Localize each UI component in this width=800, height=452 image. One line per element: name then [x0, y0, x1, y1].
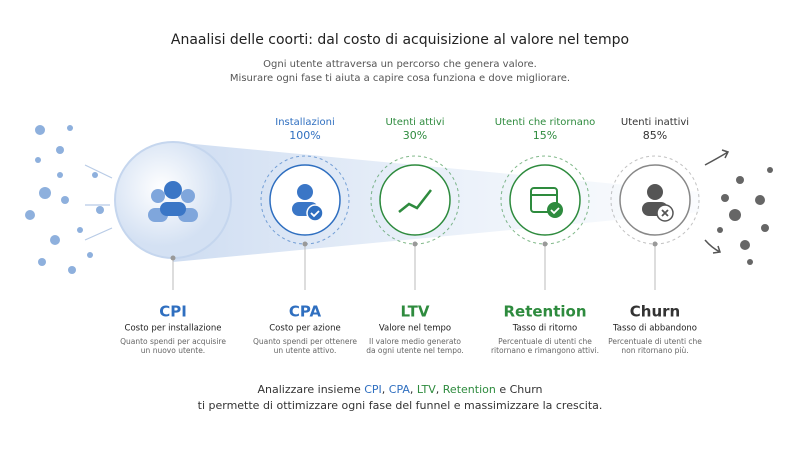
dot	[717, 227, 723, 233]
dot	[755, 195, 765, 205]
footer-text: ,	[436, 383, 443, 396]
dot	[767, 167, 773, 173]
icon	[661, 209, 669, 217]
stage-percent: 85%	[643, 129, 667, 142]
metric-desc: Il valore medio generato	[369, 337, 461, 346]
dots	[25, 125, 773, 274]
stage-circle	[114, 141, 232, 259]
dot	[747, 259, 753, 265]
connector-dot	[652, 241, 658, 247]
metric-desc: ritornano e rimangono attivi.	[491, 346, 599, 355]
footer-text: e	[496, 383, 510, 396]
stage-label: Utenti inattivi	[621, 117, 689, 128]
arrow	[84, 164, 113, 179]
connector-dot	[302, 241, 308, 247]
dot	[67, 125, 73, 131]
stage-ring	[260, 155, 350, 245]
icon	[164, 181, 182, 199]
dot	[87, 252, 93, 258]
arrow	[704, 149, 730, 166]
metric-desc: non ritornano più.	[621, 346, 688, 355]
dot	[50, 235, 60, 245]
icon	[297, 184, 313, 200]
metric-title: Costo per azione	[269, 324, 340, 334]
dot	[68, 266, 76, 274]
stage-circle	[379, 164, 451, 236]
icon	[151, 189, 165, 203]
icon	[398, 189, 432, 213]
connector-dot	[170, 255, 176, 261]
stage-percent: 30%	[403, 129, 427, 142]
icon	[310, 210, 320, 218]
footer-line: ti permette di ottimizzare ogni fase del…	[198, 399, 603, 412]
icon	[160, 202, 186, 216]
icon	[647, 184, 663, 200]
icon	[181, 189, 195, 203]
footer-line: Analizzare insieme CPI, CPA, LTV, Retent…	[257, 383, 542, 396]
subtitle: Ogni utente attraversa un percorso che g…	[263, 59, 537, 70]
metric-desc: un nuovo utente.	[141, 346, 205, 355]
title: Anaalisi delle coorti: dal costo di acqu…	[171, 32, 629, 48]
dot	[740, 240, 750, 250]
arrow	[84, 227, 113, 241]
stage-ring	[610, 155, 700, 245]
connector-dot	[542, 241, 548, 247]
stage-percent: 100%	[289, 129, 320, 142]
footer-term: Retention	[443, 383, 496, 396]
metric-desc: Quanto spendi per ottenere	[253, 337, 357, 346]
metric-title: Tasso di abbandono	[612, 324, 697, 334]
dot	[35, 157, 41, 163]
connector-dot	[412, 241, 418, 247]
metric-desc: Percentuale di utenti che	[608, 337, 702, 346]
stage-label: Installazioni	[275, 117, 335, 128]
stage-percent: 15%	[533, 129, 557, 142]
stage-ring	[370, 155, 460, 245]
footer-term: CPA	[389, 383, 411, 396]
metric-title: Costo per installazione	[125, 324, 222, 334]
stage-label: Utenti che ritornano	[495, 117, 596, 128]
dot	[61, 196, 69, 204]
dot	[39, 187, 51, 199]
footer-text: ,	[382, 383, 389, 396]
metric-title: Tasso di ritorno	[512, 324, 578, 334]
stage-label: Utenti attivi	[385, 117, 444, 128]
footer-term: Churn	[510, 383, 543, 396]
dot	[729, 209, 741, 221]
dot	[25, 210, 35, 220]
dot	[721, 194, 729, 202]
metric-name: CPA	[289, 303, 322, 321]
metric-desc: da ogni utente nel tempo.	[366, 346, 464, 355]
arrow	[704, 239, 721, 254]
stage-ring	[500, 155, 590, 245]
icon	[306, 204, 324, 222]
metric-name: LTV	[401, 303, 430, 321]
dot	[56, 146, 64, 154]
dot	[38, 258, 46, 266]
icon	[550, 207, 560, 215]
dot	[736, 176, 744, 184]
metric-desc: un utente attivo.	[274, 346, 337, 355]
subtitle: Misurare ogni fase ti aiuta a capire cos…	[230, 73, 570, 84]
icon	[547, 202, 563, 218]
metric-name: CPI	[159, 303, 187, 321]
footer-term: LTV	[417, 383, 436, 396]
dot	[57, 172, 63, 178]
footer-text: Analizzare insieme	[257, 383, 364, 396]
metric-name: Churn	[630, 303, 680, 321]
footer-text: ,	[410, 383, 417, 396]
dot	[96, 206, 104, 214]
dot	[35, 125, 45, 135]
dot	[92, 172, 98, 178]
metric-desc: Percentuale di utenti che	[498, 337, 592, 346]
metric-title: Valore nel tempo	[379, 324, 451, 334]
metric-name: Retention	[503, 303, 586, 321]
dot	[761, 224, 769, 232]
metric-desc: Quanto spendi per acquisire	[120, 337, 226, 346]
dot	[77, 227, 83, 233]
footer-term: CPI	[364, 383, 382, 396]
